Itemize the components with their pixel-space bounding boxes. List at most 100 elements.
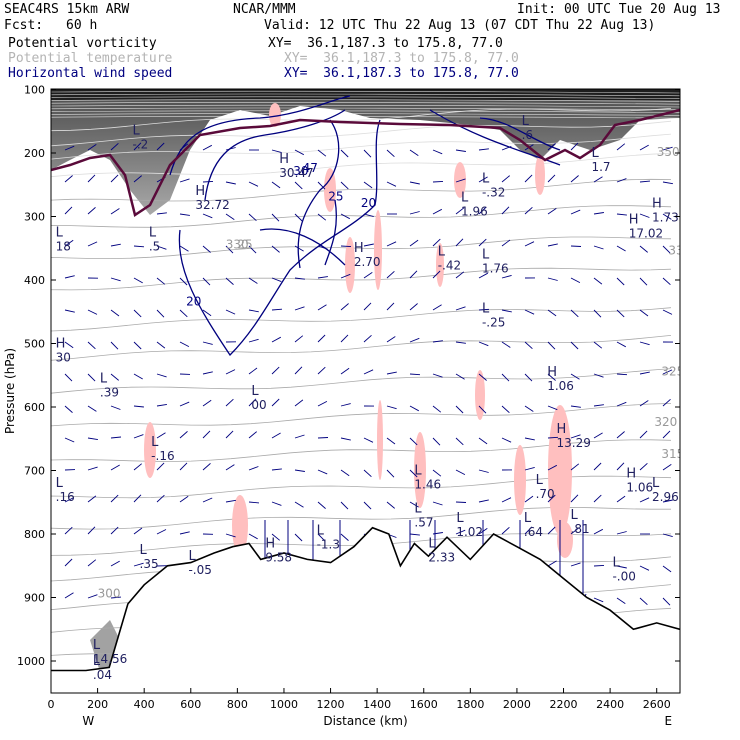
valid-time: Valid: 12 UTC Thu 22 Aug 13 (07 CDT Thu … — [264, 18, 656, 33]
theta-contour-label: 380 — [645, 79, 668, 93]
wind-arrow — [455, 306, 466, 311]
wind-arrow — [340, 334, 349, 343]
wind-arrow — [409, 303, 418, 311]
wind-arrow — [524, 437, 535, 441]
pv-positive-patch — [377, 400, 383, 480]
wind-arrow — [501, 274, 512, 279]
wind-arrow — [248, 398, 257, 407]
wind-contour-label: 25 — [328, 190, 343, 204]
wind-arrow — [110, 405, 121, 410]
pv-extremum-label: L.64 — [524, 511, 543, 539]
extremum-value: 18 — [56, 239, 71, 253]
wind-arrow — [639, 180, 651, 183]
wind-arrow — [570, 309, 579, 318]
extremum-value: .16 — [56, 490, 75, 504]
wind-arrow — [340, 181, 349, 190]
extremum-letter: L — [536, 473, 544, 488]
wind-arrow — [616, 495, 626, 503]
wind-arrow — [547, 405, 558, 411]
pv-positive-patch — [324, 168, 336, 212]
wind-arrow — [87, 341, 96, 350]
wind-arrow — [202, 277, 211, 286]
wind-contour-label: 20 — [361, 196, 376, 210]
wind-arrow — [524, 241, 535, 247]
wind-arrow — [110, 243, 121, 247]
wind-arrow — [248, 533, 258, 540]
extremum-value: 32.72 — [195, 198, 229, 212]
wind-arrow — [593, 564, 605, 567]
wind-arrow — [225, 245, 234, 254]
wind-arrow — [662, 146, 673, 151]
wind-arrow — [87, 373, 96, 382]
extremum-value: .57 — [414, 515, 433, 529]
extremum-value: 1.7 — [591, 160, 610, 174]
wind-arrow — [363, 181, 373, 189]
wind-arrow — [248, 367, 258, 375]
pv-extremum-label: H1.06 — [626, 467, 653, 495]
wind-arrow — [64, 341, 74, 349]
wind-arrow — [662, 181, 673, 185]
wind-arrow — [478, 499, 489, 503]
wind-arrow — [547, 373, 556, 381]
x-end-label-west: W — [82, 714, 94, 728]
wind-arrow — [501, 437, 512, 443]
wind-arrow — [501, 309, 512, 313]
wind-arrow — [156, 142, 165, 151]
theta-contour — [51, 108, 672, 132]
pv-positive-patch — [557, 522, 573, 558]
pv-extremum-label: L-.42 — [438, 244, 461, 272]
wind-arrow — [524, 405, 534, 412]
wind-arrow — [616, 462, 625, 471]
pv-extremum-label: H2.70 — [354, 241, 381, 269]
field-xy-pv: XY= 36.1,187.3 to 175.8, 77.0 — [268, 36, 503, 51]
pv-extremum-label: H13.29 — [557, 422, 591, 450]
wind-arrow — [317, 437, 329, 439]
model-title: SEAC4RS 15km ARW — [4, 2, 130, 17]
wind-arrow — [110, 373, 119, 381]
wind-arrow — [271, 245, 280, 253]
wind-arrow — [409, 337, 420, 343]
pv-extremum-label: H1.06 — [547, 365, 574, 393]
wind-arrow — [501, 526, 510, 535]
wind-arrow — [133, 245, 145, 248]
theta-contour-label: 330 — [226, 237, 249, 251]
wind-arrow — [363, 149, 372, 158]
wind-arrow — [593, 432, 603, 439]
wind-speed-contour — [297, 119, 340, 269]
pv-extremum-label: L1.02 — [456, 511, 483, 539]
extremum-letter: L — [93, 654, 101, 669]
theta-contour — [51, 267, 672, 291]
extremum-value: 1.46 — [414, 477, 441, 491]
wind-arrow — [570, 245, 582, 247]
wind-arrow — [662, 533, 673, 538]
extremum-value: 1.96 — [461, 204, 488, 218]
x-tick-label: 1200 — [317, 698, 345, 711]
wind-arrow — [363, 334, 372, 343]
wind-arrow — [133, 373, 143, 380]
pv-extremum-label: L.6 — [522, 114, 533, 142]
wind-arrow — [225, 309, 236, 315]
wind-arrow — [64, 405, 73, 413]
pv-extremum-label: L.35 — [140, 543, 159, 571]
wind-arrow — [616, 178, 627, 183]
extremum-value: 00 — [251, 398, 266, 412]
wind-arrow — [317, 276, 328, 279]
y-tick-label: 300 — [24, 211, 45, 224]
theta-contour — [51, 178, 672, 203]
wind-arrow — [432, 208, 443, 215]
extremum-value: .6 — [522, 128, 533, 142]
pv-streak-line — [51, 113, 680, 116]
wind-arrow — [271, 213, 280, 222]
wind-arrow — [110, 142, 119, 151]
wind-arrow — [386, 181, 397, 187]
wind-arrow — [317, 334, 326, 343]
extremum-value: -1.3 — [317, 538, 340, 552]
wind-arrow — [547, 436, 559, 439]
x-tick-label: 2200 — [550, 698, 578, 711]
wind-arrow — [593, 373, 604, 378]
wind-arrow — [179, 462, 188, 471]
wind-arrow — [110, 596, 122, 599]
pv-streak-line — [51, 102, 680, 105]
wind-arrow — [317, 304, 327, 311]
